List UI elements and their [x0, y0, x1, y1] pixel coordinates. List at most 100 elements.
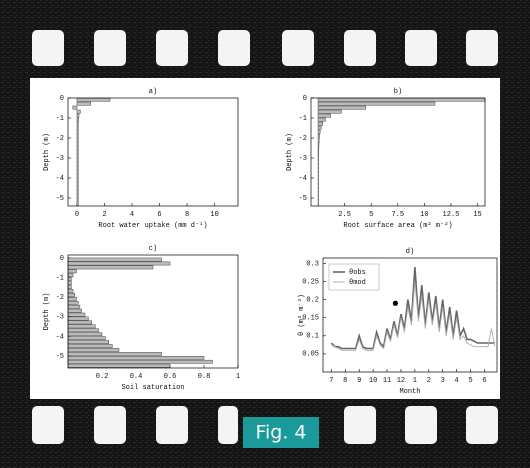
bar — [68, 258, 162, 261]
x-tick-label: 0.4 — [130, 373, 143, 381]
y-tick-label: 0.1 — [306, 333, 319, 341]
x-tick-label: 6 — [157, 211, 161, 219]
subplot-title: b) — [394, 88, 402, 96]
x-tick-label: 5 — [369, 211, 373, 219]
y-tick-label: -4 — [299, 175, 307, 183]
y-tick-label: -2 — [56, 294, 64, 302]
bar — [318, 202, 319, 205]
x-axis-label: Soil saturation — [121, 384, 184, 392]
bar — [318, 146, 319, 149]
x-axis-label: Root water uptake (mm d⁻¹) — [98, 222, 207, 230]
x-axis-label: Root surface area (m² m⁻²) — [343, 222, 452, 230]
bar — [68, 344, 112, 347]
y-tick-label: 0 — [60, 95, 64, 103]
bar — [318, 126, 321, 129]
x-tick-label: 2 — [102, 211, 106, 219]
x-tick-label: 7 — [329, 377, 333, 385]
y-tick-label: -4 — [56, 175, 64, 183]
bar — [318, 190, 319, 193]
y-tick-label: -5 — [299, 195, 307, 203]
bar — [318, 186, 319, 189]
marker-point — [393, 301, 398, 306]
bar — [77, 162, 78, 165]
y-axis-label: Depth (m) — [43, 293, 51, 331]
bar — [77, 110, 80, 113]
x-axis-label: Month — [399, 388, 420, 396]
bar — [68, 270, 77, 273]
x-tick-label: 12.5 — [443, 211, 460, 219]
legend-label: θmod — [349, 279, 366, 287]
bar — [68, 325, 95, 328]
bar — [68, 340, 109, 343]
x-tick-label: 1 — [236, 373, 240, 381]
bar — [77, 198, 78, 201]
x-tick-label: 0.6 — [164, 373, 177, 381]
bar — [77, 146, 78, 149]
subplot-title: c) — [149, 245, 157, 253]
x-tick-label: 15 — [473, 211, 481, 219]
bar — [68, 313, 85, 316]
y-tick-label: 0.15 — [302, 315, 319, 323]
bar — [68, 305, 80, 308]
y-tick-label: 0 — [303, 95, 307, 103]
bar — [77, 174, 78, 177]
bar — [77, 190, 78, 193]
bar — [77, 138, 78, 141]
bar — [318, 142, 319, 145]
bar — [318, 154, 319, 157]
bar — [318, 150, 319, 153]
bar — [68, 360, 213, 363]
bar — [77, 130, 78, 133]
bar — [318, 102, 435, 105]
x-tick-label: 4 — [455, 377, 459, 385]
bar — [77, 158, 78, 161]
bar — [77, 114, 79, 117]
y-tick-label: 0.3 — [306, 260, 319, 268]
bar — [77, 102, 91, 105]
bar — [318, 182, 319, 185]
y-tick-label: -3 — [56, 155, 64, 163]
bar — [68, 297, 77, 300]
y-tick-label: -3 — [299, 155, 307, 163]
y-tick-label: -1 — [56, 115, 64, 123]
bar — [68, 282, 71, 285]
bar — [77, 134, 78, 137]
y-tick-label: 0 — [60, 255, 64, 263]
bar — [318, 158, 319, 161]
bar — [68, 274, 73, 277]
x-tick-label: 0.8 — [198, 373, 211, 381]
y-tick-label: -2 — [299, 135, 307, 143]
bar — [68, 364, 170, 367]
bar — [77, 98, 110, 101]
y-tick-label: 0.25 — [302, 278, 319, 286]
bar — [77, 170, 78, 173]
bar — [68, 348, 119, 351]
bar — [77, 150, 78, 153]
y-axis-label: Depth (m) — [43, 133, 51, 171]
bar — [77, 182, 78, 185]
bar — [77, 194, 78, 197]
y-tick-label: -4 — [56, 333, 64, 341]
figure-label: Fig. 4 — [255, 422, 306, 444]
y-tick-label: 0.2 — [306, 296, 319, 304]
x-tick-label: 11 — [383, 377, 391, 385]
x-tick-label: 3 — [441, 377, 445, 385]
bar — [318, 170, 319, 173]
x-tick-label: 2 — [427, 377, 431, 385]
x-tick-label: 0 — [75, 211, 79, 219]
y-tick-label: -5 — [56, 353, 64, 361]
bar — [318, 198, 319, 201]
bar — [73, 106, 77, 109]
bar — [68, 321, 92, 324]
bar — [77, 154, 78, 157]
x-tick-label: 8 — [185, 211, 189, 219]
bar — [68, 329, 99, 332]
bar — [68, 352, 162, 355]
y-tick-label: -1 — [299, 115, 307, 123]
bar — [68, 337, 105, 340]
bar — [318, 122, 323, 125]
bar — [68, 289, 73, 292]
bar — [77, 122, 78, 125]
bar — [68, 301, 78, 304]
x-tick-label: 8 — [343, 377, 347, 385]
